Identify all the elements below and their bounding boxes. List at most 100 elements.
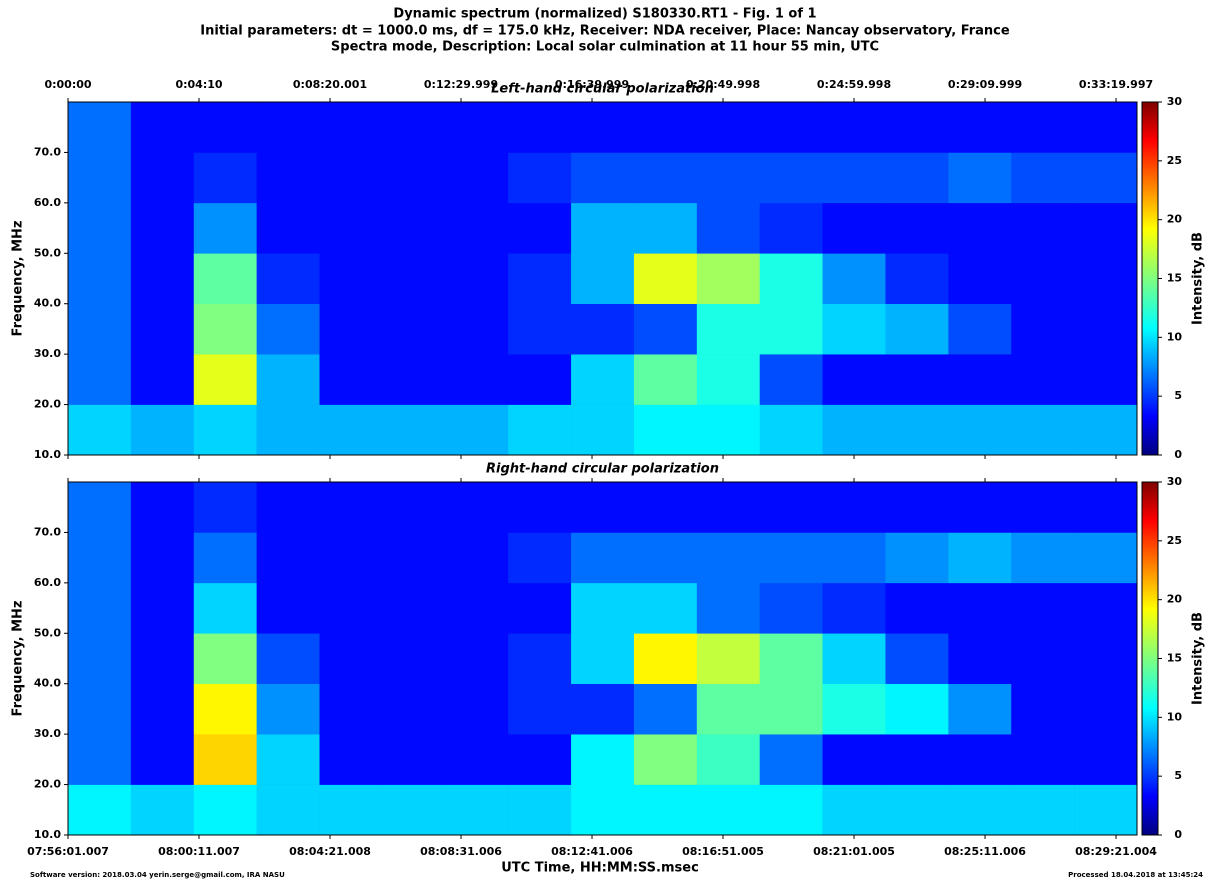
heatmap-cell bbox=[822, 532, 886, 584]
y-axis-label: Frequency, MHz bbox=[11, 601, 26, 717]
heatmap-cell bbox=[571, 532, 635, 584]
heatmap-cell bbox=[382, 482, 446, 533]
heatmap-cell bbox=[633, 482, 698, 533]
heatmap-cell bbox=[319, 582, 383, 634]
heatmap-cell bbox=[1074, 303, 1138, 355]
heatmap-cell bbox=[1074, 482, 1138, 533]
heatmap-cell bbox=[1011, 102, 1075, 153]
x-tick-label: 07:56:01.007 bbox=[27, 845, 109, 858]
colorbar-tick-label: 25 bbox=[1167, 534, 1182, 547]
heatmap-cell bbox=[571, 152, 635, 204]
heatmap-cell bbox=[948, 404, 1012, 456]
x-tick-label: 08:29:21.004 bbox=[1075, 845, 1157, 858]
heatmap-cell bbox=[193, 784, 257, 836]
colorbar-tick-label: 5 bbox=[1174, 769, 1182, 782]
heatmap-cell bbox=[822, 152, 886, 204]
x-tick-label-top: 0:20:49.998 bbox=[686, 78, 760, 91]
heatmap-cell bbox=[633, 152, 698, 204]
heatmap-cell bbox=[319, 734, 383, 785]
heatmap-cell bbox=[382, 102, 446, 153]
heatmap-cell bbox=[885, 202, 949, 254]
x-tick-label-top: 0:04:10 bbox=[175, 78, 222, 91]
heatmap-cell bbox=[445, 784, 509, 836]
heatmap-cell bbox=[759, 482, 823, 533]
heatmap-cell bbox=[382, 633, 446, 685]
x-tick-label: 08:21:01.005 bbox=[813, 845, 895, 858]
heatmap-cell bbox=[445, 152, 509, 204]
heatmap-cell bbox=[508, 532, 572, 584]
heatmap-cell bbox=[822, 633, 886, 685]
heatmap-cell bbox=[319, 784, 383, 836]
heatmap-cell bbox=[256, 482, 320, 533]
heatmap-cell bbox=[68, 482, 132, 533]
x-tick-label: 08:00:11.007 bbox=[158, 845, 240, 858]
heatmap-cell bbox=[885, 102, 949, 153]
x-tick-label: 08:08:31.006 bbox=[420, 845, 502, 858]
heatmap-cell bbox=[319, 482, 383, 533]
heatmap-cell bbox=[508, 784, 572, 836]
x-axis-label: UTC Time, HH:MM:SS.msec bbox=[501, 861, 699, 876]
heatmap-cell bbox=[68, 784, 132, 836]
colorbar-tick-label: 20 bbox=[1167, 213, 1183, 226]
heatmap-cell bbox=[1011, 532, 1075, 584]
heatmap-cell bbox=[130, 532, 195, 584]
colorbar-tick-label: 15 bbox=[1167, 272, 1182, 285]
heatmap-cell bbox=[382, 354, 446, 405]
heatmap-cell bbox=[256, 303, 320, 355]
heatmap-cell bbox=[319, 683, 383, 735]
colorbar-tick-label: 0 bbox=[1174, 448, 1182, 461]
heatmap-cell bbox=[319, 633, 383, 685]
heatmap-cell bbox=[1074, 683, 1138, 735]
heatmap-cell bbox=[1011, 734, 1075, 785]
heatmap-cell bbox=[508, 404, 572, 456]
heatmap-cell bbox=[68, 734, 132, 785]
heatmap-cell bbox=[948, 152, 1012, 204]
y-tick-label: 60.0 bbox=[34, 196, 61, 209]
footer: Processed 18.04.2018 at 13:45:24 bbox=[1068, 871, 1203, 879]
heatmap-cell bbox=[1011, 784, 1075, 836]
x-tick-label-top: 0:12:29.999 bbox=[424, 78, 498, 91]
colorbar-tick-label: 30 bbox=[1167, 475, 1183, 488]
y-tick-label: 50.0 bbox=[34, 626, 61, 639]
heatmap-cell bbox=[68, 582, 132, 634]
heatmap-cell bbox=[1011, 482, 1075, 533]
heatmap-cell bbox=[571, 102, 635, 153]
colorbar-label: Intensity, dB bbox=[1191, 612, 1206, 705]
x-tick-label-top: 0:33:19.997 bbox=[1079, 78, 1153, 91]
heatmap-cell bbox=[948, 253, 1012, 305]
heatmap-cell bbox=[193, 354, 257, 405]
heatmap-cell bbox=[571, 404, 635, 456]
heatmap-cell bbox=[382, 253, 446, 305]
colorbar-tick-label: 20 bbox=[1167, 593, 1183, 606]
heatmap-cell bbox=[948, 633, 1012, 685]
x-tick-label: 08:16:51.005 bbox=[682, 845, 764, 858]
heatmap-cell bbox=[571, 482, 635, 533]
heatmap-cell bbox=[1011, 354, 1075, 405]
heatmap-cell bbox=[382, 683, 446, 735]
heatmap-cell bbox=[948, 202, 1012, 254]
heatmap-cell bbox=[193, 253, 257, 305]
y-tick-label: 10.0 bbox=[34, 448, 61, 461]
heatmap-cell bbox=[130, 683, 195, 735]
heatmap-cell bbox=[571, 253, 635, 305]
heatmap-cell bbox=[696, 633, 761, 685]
heatmap-cell bbox=[256, 354, 320, 405]
heatmap-cell bbox=[445, 482, 509, 533]
heatmap-cell bbox=[130, 303, 195, 355]
heatmap-cell bbox=[822, 102, 886, 153]
heatmap-cell bbox=[948, 532, 1012, 584]
heatmap-cell bbox=[508, 582, 572, 634]
heatmap-cell bbox=[885, 582, 949, 634]
heatmap-cell bbox=[759, 152, 823, 204]
heatmap-cell bbox=[696, 404, 761, 456]
heatmap-cell bbox=[948, 303, 1012, 355]
heatmap-cell bbox=[508, 152, 572, 204]
heatmap-cell bbox=[445, 102, 509, 153]
heatmap-cell bbox=[571, 633, 635, 685]
heatmap-cell bbox=[445, 354, 509, 405]
heatmap-cell bbox=[1074, 404, 1138, 456]
x-tick-label-top: 0:24:59.998 bbox=[817, 78, 891, 91]
heatmap-cell bbox=[193, 303, 257, 355]
heatmap-cell bbox=[130, 354, 195, 405]
heatmap-cell bbox=[948, 354, 1012, 405]
